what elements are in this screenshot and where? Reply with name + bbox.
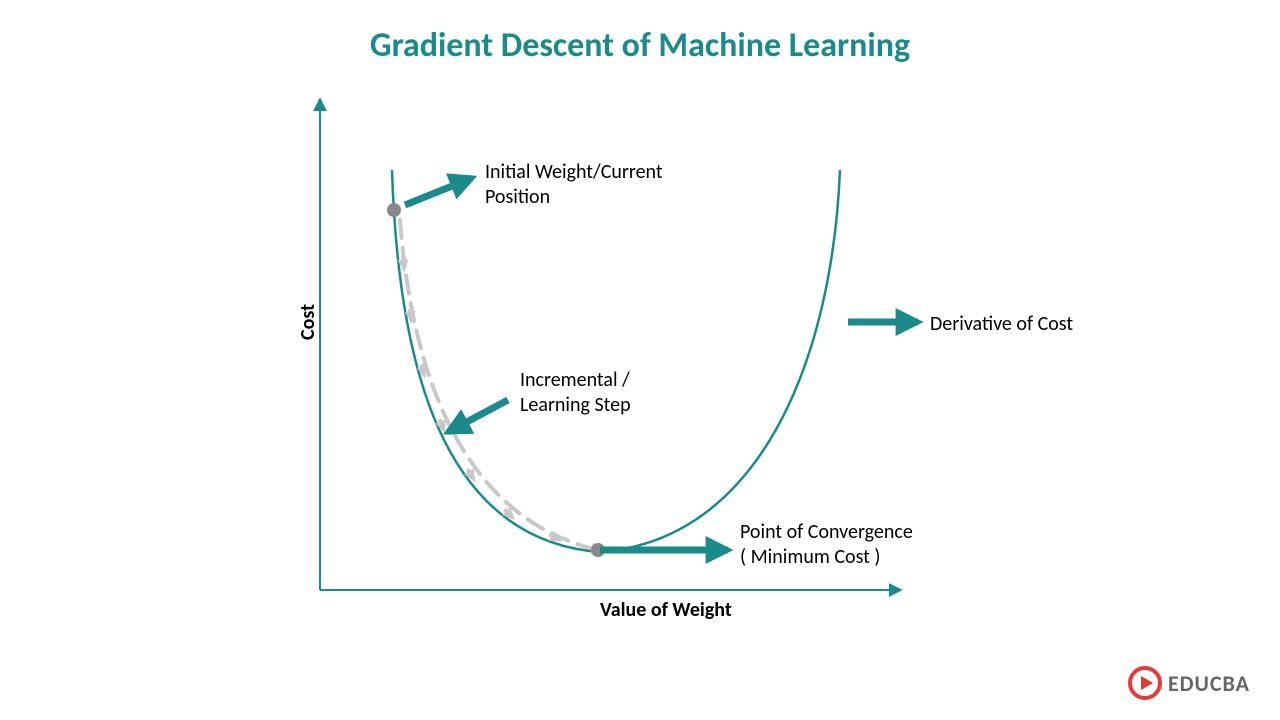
logo-text: EDUCBA (1168, 670, 1250, 697)
label-initial-weight: Initial Weight/CurrentPosition (485, 160, 663, 210)
initial-point (387, 203, 401, 217)
label-convergence: Point of Convergence ( Minimum Cost ) (740, 520, 913, 570)
y-axis-label: Cost (296, 304, 320, 340)
educba-logo: EDUCBA (1128, 666, 1250, 700)
callout-arrow-initial (405, 178, 472, 205)
cost-curve (392, 170, 840, 552)
callout-arrow-step (448, 400, 508, 432)
label-learning-step: Incremental /Learning Step (520, 368, 631, 418)
label-derivative: Derivative of Cost (930, 312, 1073, 337)
x-axis-label: Value of Weight (600, 598, 732, 622)
play-icon (1128, 666, 1162, 700)
